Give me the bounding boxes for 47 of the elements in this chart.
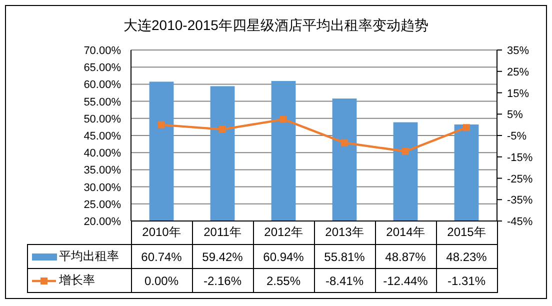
- data-label: 48.87%: [375, 244, 436, 268]
- data-label: -1.31%: [436, 268, 497, 292]
- chart-title: 大连2010-2015年四星级酒店平均出租率变动趋势: [124, 17, 428, 33]
- data-label: -8.41%: [314, 268, 375, 292]
- point: [280, 116, 287, 123]
- y-tick-label: 55.00%: [84, 96, 122, 108]
- y-tick-label: 40.00%: [84, 148, 122, 160]
- y2-tick-label: 5%: [507, 109, 524, 122]
- data-label: 60.74%: [131, 244, 192, 268]
- x-tick-label: 2012年: [253, 221, 314, 244]
- point: [463, 124, 470, 132]
- point: [341, 139, 348, 146]
- x-tick-label: 2013年: [314, 221, 375, 244]
- x-tick-label: 2011年: [192, 221, 253, 244]
- y2-tick-label: -35%: [507, 194, 533, 207]
- data-label: 59.42%: [192, 244, 253, 268]
- y-tick-label: 70.00%: [84, 45, 122, 57]
- y2-tick-label: 25%: [507, 66, 530, 78]
- y-tick-label: 60.00%: [84, 79, 122, 92]
- data-label: 2.55%: [253, 268, 314, 292]
- point: [402, 148, 409, 155]
- y-tick-label: 25.00%: [84, 198, 122, 211]
- data-label: -2.16%: [192, 268, 253, 292]
- point: [219, 126, 226, 133]
- y2-tick-label: -15%: [507, 152, 533, 164]
- y-tick-label: 35.00%: [84, 164, 122, 177]
- data-label: 48.23%: [436, 244, 497, 268]
- y2-tick-label: -45%: [507, 216, 533, 228]
- y-tick-label: 45.00%: [84, 130, 122, 142]
- x-tick-label: 2014年: [375, 221, 436, 244]
- data-label: 60.94%: [253, 244, 314, 268]
- y-tick-label: 65.00%: [84, 62, 122, 74]
- y2-tick-label: 15%: [507, 88, 530, 100]
- y2-tick-label: -25%: [507, 173, 533, 186]
- legend-label: 增长率: [59, 273, 95, 287]
- data-label: -12.44%: [375, 268, 436, 292]
- data-label: 0.00%: [131, 268, 192, 292]
- y-tick-label: 30.00%: [84, 182, 122, 194]
- y2-tick-label: 35%: [507, 45, 530, 57]
- point: [158, 121, 165, 128]
- y-tick-label: 50.00%: [84, 113, 122, 126]
- data-label: 55.81%: [314, 244, 375, 268]
- y-tick-label: 20.00%: [84, 216, 122, 228]
- y2-tick-label: -5%: [507, 130, 527, 142]
- legend-label: 平均出租率: [59, 249, 119, 263]
- x-tick-label: 2015年: [436, 221, 497, 244]
- x-tick-label: 2010年: [131, 221, 192, 244]
